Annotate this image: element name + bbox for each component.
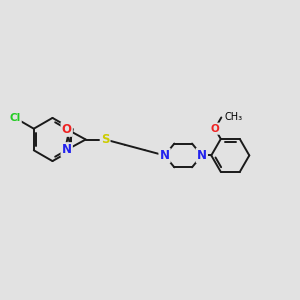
Text: Cl: Cl [10,113,21,123]
Text: N: N [197,149,207,162]
Text: N: N [62,143,72,156]
Text: N: N [160,149,170,162]
Text: O: O [62,123,72,136]
Text: S: S [101,133,110,146]
Text: O: O [211,124,219,134]
Text: CH₃: CH₃ [224,112,242,122]
